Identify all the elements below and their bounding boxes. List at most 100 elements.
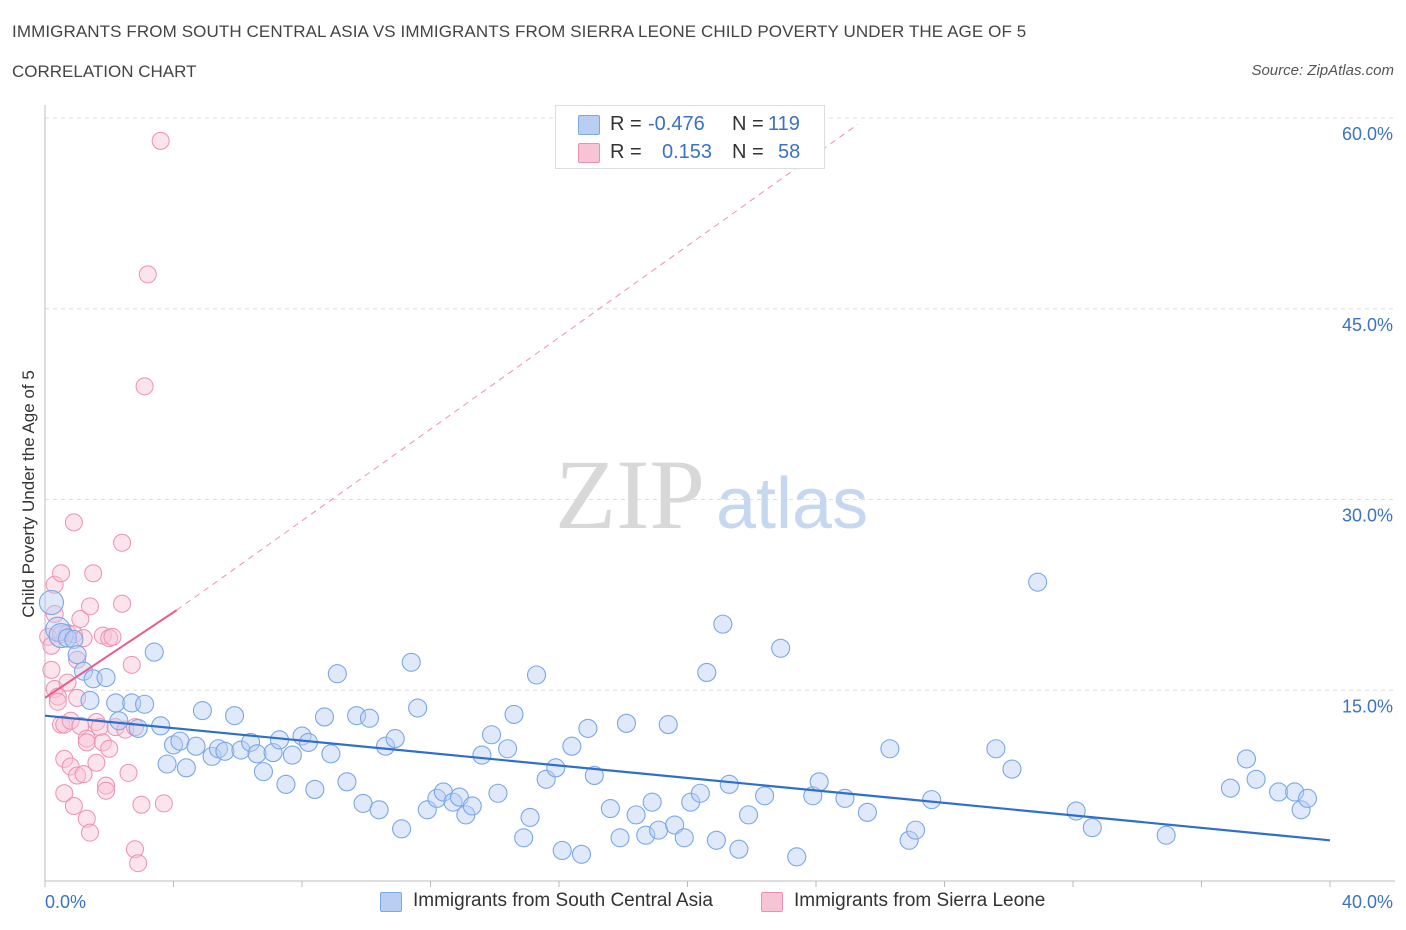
legend-n-value: 119 — [768, 113, 800, 135]
point-sierra-leone-16 — [61, 711, 80, 730]
point-south-central-asia-38 — [314, 707, 335, 727]
series-south-central-asia-points — [38, 572, 1318, 867]
point-sierra-leone-32 — [80, 823, 99, 842]
point-south-central-asia-7 — [80, 690, 100, 710]
point-south-central-asia-11 — [109, 711, 129, 731]
point-south-central-asia-28 — [241, 732, 261, 752]
point-sierra-leone-56 — [151, 131, 170, 150]
point-south-central-asia-45 — [369, 800, 389, 820]
point-south-central-asia-63 — [514, 828, 534, 848]
point-south-central-asia-20 — [176, 758, 196, 778]
point-south-central-asia-72 — [584, 765, 604, 786]
point-south-central-asia-95 — [809, 772, 829, 792]
point-sierra-leone-53 — [132, 795, 151, 814]
y-tick-label-1: 30.0% — [1342, 506, 1393, 526]
point-sierra-leone-27 — [74, 629, 93, 648]
point-sierra-leone-42 — [100, 739, 119, 758]
y-tick-label-2: 45.0% — [1342, 315, 1393, 335]
point-sierra-leone-31 — [80, 597, 99, 616]
point-sierra-leone-13 — [55, 784, 74, 803]
point-south-central-asia-107 — [1156, 825, 1176, 845]
point-south-central-asia-81 — [665, 815, 685, 835]
point-south-central-asia-25 — [215, 741, 235, 761]
trend-line-sierra-leone-extension — [176, 123, 859, 611]
legend-swatch-pink — [578, 143, 600, 163]
chart-subtitle: CORRELATION CHART — [12, 62, 197, 81]
point-sierra-leone-7 — [48, 692, 67, 711]
x-tick-label-max: 40.0% — [1342, 892, 1393, 912]
point-south-central-asia-101 — [922, 790, 942, 810]
point-sierra-leone-30 — [77, 809, 96, 828]
point-south-central-asia-70 — [571, 844, 592, 864]
chart-title: IMMIGRANTS FROM SOUTH CENTRAL ASIA VS IM… — [12, 22, 1027, 41]
tick-labels: 15.0% 30.0% 45.0% 60.0% 0.0% 40.0% — [45, 124, 1393, 912]
bottom-legend-label-blue: Immigrants from South Central Asia — [413, 890, 713, 911]
point-south-central-asia-82 — [674, 828, 694, 848]
point-south-central-asia-59 — [481, 725, 502, 745]
point-sierra-leone-35 — [87, 753, 106, 772]
point-south-central-asia-34 — [282, 745, 302, 765]
point-south-central-asia-92 — [771, 638, 791, 658]
watermark: ZIP atlas — [555, 439, 868, 550]
point-sierra-leone-50 — [125, 840, 144, 859]
point-south-central-asia-15 — [144, 642, 164, 662]
point-south-central-asia-76 — [626, 805, 646, 825]
point-south-central-asia-84 — [690, 783, 710, 803]
stats-legend: R = -0.476 N = 119 R = 0.153 N = 58 — [555, 105, 825, 169]
point-south-central-asia-74 — [610, 828, 630, 848]
point-south-central-asia-65 — [526, 665, 547, 685]
point-south-central-asia-40 — [327, 664, 347, 684]
point-south-central-asia-39 — [321, 744, 341, 764]
point-south-central-asia-64 — [520, 807, 540, 827]
point-south-central-asia-44 — [359, 708, 380, 728]
legend-n-label: N = — [732, 113, 764, 135]
point-south-central-asia-29 — [247, 744, 267, 764]
point-south-central-asia-108 — [1220, 778, 1240, 798]
point-sierra-leone-12 — [55, 749, 74, 768]
point-south-central-asia-73 — [600, 798, 620, 819]
point-south-central-asia-86 — [706, 830, 726, 850]
point-south-central-asia-111 — [1269, 782, 1289, 802]
point-sierra-leone-33 — [84, 564, 103, 583]
point-south-central-asia-0 — [38, 589, 64, 616]
point-south-central-asia-113 — [1291, 800, 1311, 820]
point-sierra-leone-21 — [68, 650, 87, 669]
point-south-central-asia-33 — [276, 774, 296, 794]
point-south-central-asia-41 — [337, 772, 357, 792]
bottom-legend-swatch-pink — [761, 892, 783, 912]
point-sierra-leone-4 — [45, 575, 64, 594]
point-south-central-asia-14 — [128, 718, 148, 738]
point-south-central-asia-19 — [170, 731, 190, 751]
point-sierra-leone-18 — [64, 796, 83, 815]
watermark-atlas: atlas — [716, 464, 868, 544]
point-sierra-leone-37 — [93, 733, 112, 752]
point-south-central-asia-89 — [729, 839, 749, 859]
point-south-central-asia-99 — [899, 830, 919, 850]
trend-line-sierra-leone — [44, 609, 178, 699]
point-south-central-asia-46 — [375, 736, 396, 756]
y-axis-label: Child Poverty Under the Age of 5 — [19, 370, 38, 618]
point-south-central-asia-91 — [755, 786, 775, 806]
series-sierra-leone-points — [39, 131, 173, 873]
point-south-central-asia-79 — [649, 820, 669, 840]
point-south-central-asia-57 — [462, 796, 482, 816]
point-sierra-leone-26 — [74, 765, 93, 784]
legend-swatch-blue — [578, 115, 600, 135]
grid-lines — [45, 117, 1395, 691]
point-south-central-asia-90 — [738, 805, 759, 825]
bottom-legend-swatch-blue — [380, 892, 402, 912]
trend-line-south-central-asia — [44, 714, 1331, 842]
legend-n-label: N = — [732, 141, 764, 163]
point-south-central-asia-22 — [192, 701, 212, 721]
point-south-central-asia-30 — [253, 762, 274, 782]
x-tick-label-min: 0.0% — [45, 892, 86, 912]
point-south-central-asia-5 — [67, 645, 87, 665]
point-south-central-asia-85 — [697, 662, 717, 682]
point-south-central-asia-98 — [880, 739, 900, 759]
point-south-central-asia-61 — [498, 739, 518, 759]
axes — [44, 105, 1395, 887]
point-south-central-asia-37 — [305, 779, 325, 799]
point-south-central-asia-3 — [57, 628, 78, 648]
point-sierra-leone-43 — [103, 627, 122, 646]
